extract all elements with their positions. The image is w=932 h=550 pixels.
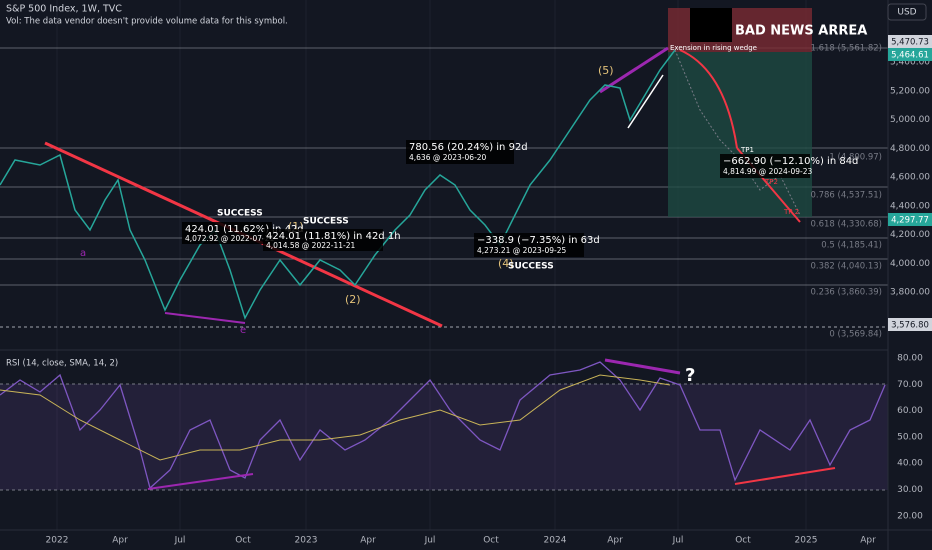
currency-button[interactable] [887, 3, 927, 21]
price-axis [888, 0, 932, 550]
wave-label: e [240, 325, 246, 336]
time-axis-label: Jul [424, 536, 436, 546]
price-axis-label: 4,600.00 [890, 173, 930, 183]
rsi-axis-label: 30.00 [897, 485, 923, 495]
measure-label: 424.01 (11.81%) in 42d 1h [266, 231, 401, 242]
time-axis-label: 2023 [295, 536, 318, 546]
price-axis-label: 5,400.00 [890, 58, 930, 68]
price-tag-text: 4,297.77 [891, 216, 929, 226]
tp-label: TP2 [764, 178, 778, 186]
wedge-top [599, 46, 669, 94]
time-axis-label: Apr [607, 536, 623, 546]
rsi-axis-label: 70.00 [897, 380, 923, 390]
success-label: SUCCESS [303, 217, 349, 227]
measure-sub: 4,636 @ 2023-06-20 [409, 153, 487, 162]
rsi-divergence [604, 358, 681, 375]
measure-box [182, 222, 272, 244]
time-axis-label: 2022 [46, 536, 69, 546]
measure-label: 424.01 (11.62%) in 42d [185, 224, 304, 235]
rsi-divergence-low [147, 473, 254, 490]
measure-label: −662.90 (−12.10%) in 84d [723, 156, 858, 167]
price-tag [888, 318, 932, 331]
price-tag-text: 5,470.73 [891, 38, 929, 48]
time-axis-label: Apr [860, 536, 876, 546]
price-axis-label: 5,200.00 [890, 86, 930, 96]
fib-label: 1.618 (5,561.82) [810, 44, 882, 54]
fib-label: 0 (3,569.84) [829, 330, 882, 340]
fib-label: 0.5 (4,185.41) [821, 241, 882, 251]
measure-box [406, 140, 514, 164]
time-axis-label: 2025 [795, 536, 818, 546]
price-tag-text: 5,464.61 [891, 51, 929, 61]
redaction [690, 8, 732, 42]
drop-arc [679, 49, 738, 149]
price-tag [888, 213, 932, 226]
price-axis-label: 4,400.00 [890, 201, 930, 211]
fib-label: 1 (4,800.97) [829, 153, 882, 163]
price-tag [888, 48, 932, 61]
wave-label: a [80, 248, 86, 259]
measure-label: −338.9 (−7.35%) in 63d [477, 235, 600, 246]
question-mark: ? [685, 365, 695, 386]
zone-label: BAD NEWS ARREA [735, 24, 867, 39]
fib-label: 0.618 (4,330.68) [810, 220, 882, 230]
price-axis-label: 4,000.00 [890, 259, 930, 269]
grid [56, 0, 807, 530]
rsi-axis-label: 40.00 [897, 459, 923, 469]
measure-sub: 4,814.99 @ 2024-09-23 [723, 167, 812, 176]
time-axis-label: Apr [112, 536, 128, 546]
price-axis-label: 3,800.00 [890, 288, 930, 298]
price-tag [888, 35, 932, 48]
tp-label: TP1 [740, 146, 754, 154]
price-axis-label: 4,800.00 [890, 144, 930, 154]
measure-box [720, 154, 810, 178]
measure-label: 780.56 (20.24%) in 92d [409, 142, 528, 153]
rsi-ma [0, 374, 671, 461]
price-axis-label: 5,000.00 [890, 115, 930, 125]
wave-label: (4) [498, 257, 514, 270]
target-zone [668, 52, 812, 217]
fib-label: 0.382 (4,040.13) [810, 262, 882, 272]
fib-label: 0.786 (4,537.51) [810, 191, 882, 201]
price-line [0, 49, 676, 320]
measure-box [474, 233, 584, 257]
currency[interactable]: USD [897, 8, 916, 18]
rsi-divergence-low2 [734, 467, 836, 485]
fib-label: 0.236 (3,860.39) [810, 288, 882, 298]
measure-sub: 4,072.92 @ 2022-07-21 [185, 234, 274, 243]
measure-sub: 4,273.21 @ 2023-09-25 [477, 246, 566, 255]
wedge-bottom [627, 74, 664, 129]
success-label: SUCCESS [508, 262, 554, 272]
time-axis-label: Oct [483, 536, 499, 546]
rsi-axis-label: 20.00 [897, 511, 923, 521]
rsi-line [0, 361, 886, 490]
success-label: SUCCESS [217, 209, 263, 219]
price-tag-text: 3,576.80 [891, 321, 929, 331]
price-axis-label: 4,200.00 [890, 230, 930, 240]
time-axis-label: Jul [672, 536, 684, 546]
wave-label: (2) [345, 293, 361, 306]
rsi-axis-label: 60.00 [897, 406, 923, 416]
time-axis-label: Apr [360, 536, 376, 546]
wedge-line [164, 312, 246, 324]
measure-sub: 4,014.58 @ 2022-11-21 [266, 241, 355, 250]
wedge-label: Exension in rising wedge [670, 44, 757, 52]
symbol-title: S&P 500 Index, 1W, TVC [6, 4, 122, 15]
time-axis-label: Oct [735, 536, 751, 546]
rsi-axis-label: 80.00 [897, 354, 923, 364]
measure-box [263, 229, 383, 251]
wave-label: (5) [598, 64, 614, 77]
tp-label: TP 2 [783, 208, 799, 216]
rsi-title: RSI (14, close, SMA, 14, 2) [6, 359, 118, 369]
time-axis-label: Jul [174, 536, 186, 546]
rsi-axis-label: 50.00 [897, 432, 923, 442]
volume-note: Vol: The data vendor doesn't provide vol… [6, 17, 288, 27]
time-axis-label: Oct [235, 536, 251, 546]
time-axis-label: 2024 [544, 536, 567, 546]
